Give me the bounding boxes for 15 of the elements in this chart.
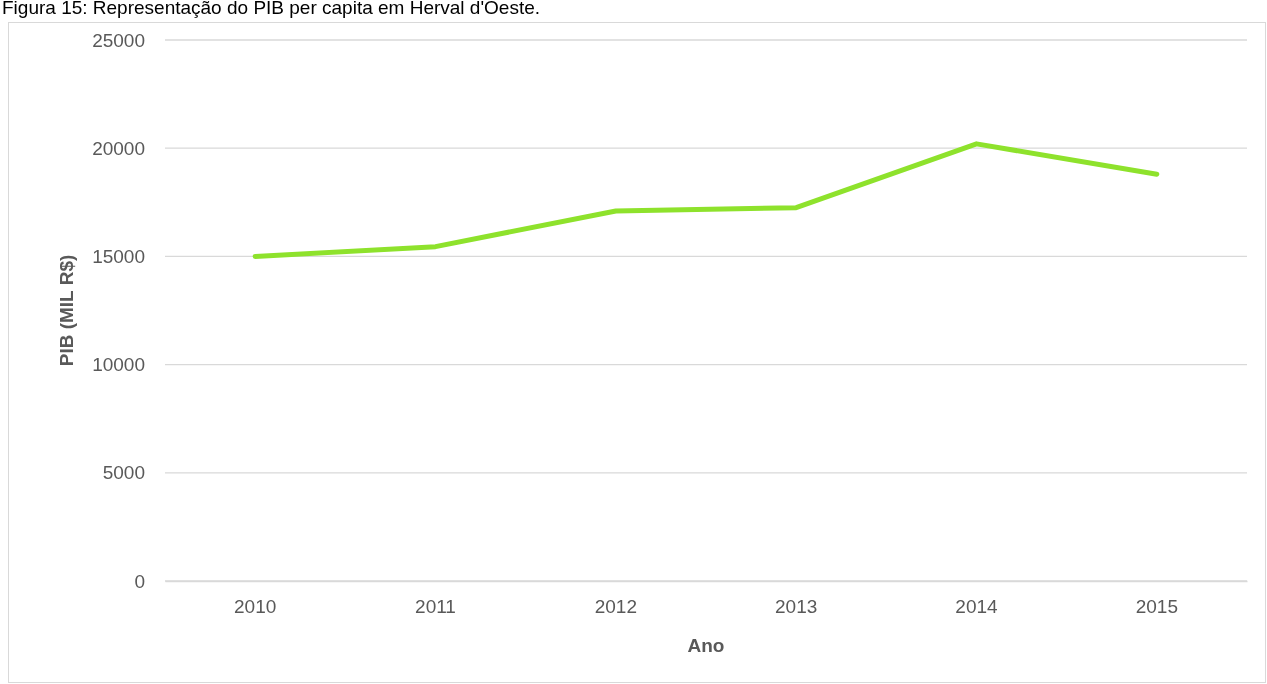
x-tick-label: 2011	[415, 596, 456, 618]
y-tick-label: 25000	[92, 29, 145, 51]
y-tick-label: 5000	[102, 462, 145, 484]
x-tick-label: 2010	[234, 596, 277, 618]
x-axis-title: Ano	[687, 635, 725, 656]
y-tick-label: 0	[134, 570, 145, 592]
x-tick-label: 2013	[775, 596, 818, 618]
y-tick-label: 15000	[92, 245, 145, 267]
x-tick-label: 2014	[955, 596, 999, 618]
y-axis-title: PIB (MIL R$)	[56, 254, 77, 367]
chart-title: Figura 15: Representação do PIB per capita em Herval d'Oeste.	[2, 0, 541, 18]
y-tick-label: 10000	[92, 354, 145, 376]
x-tick-label: 2012	[594, 596, 637, 618]
x-tick-label: 2015	[1135, 596, 1178, 618]
y-tick-label: 20000	[92, 137, 145, 159]
